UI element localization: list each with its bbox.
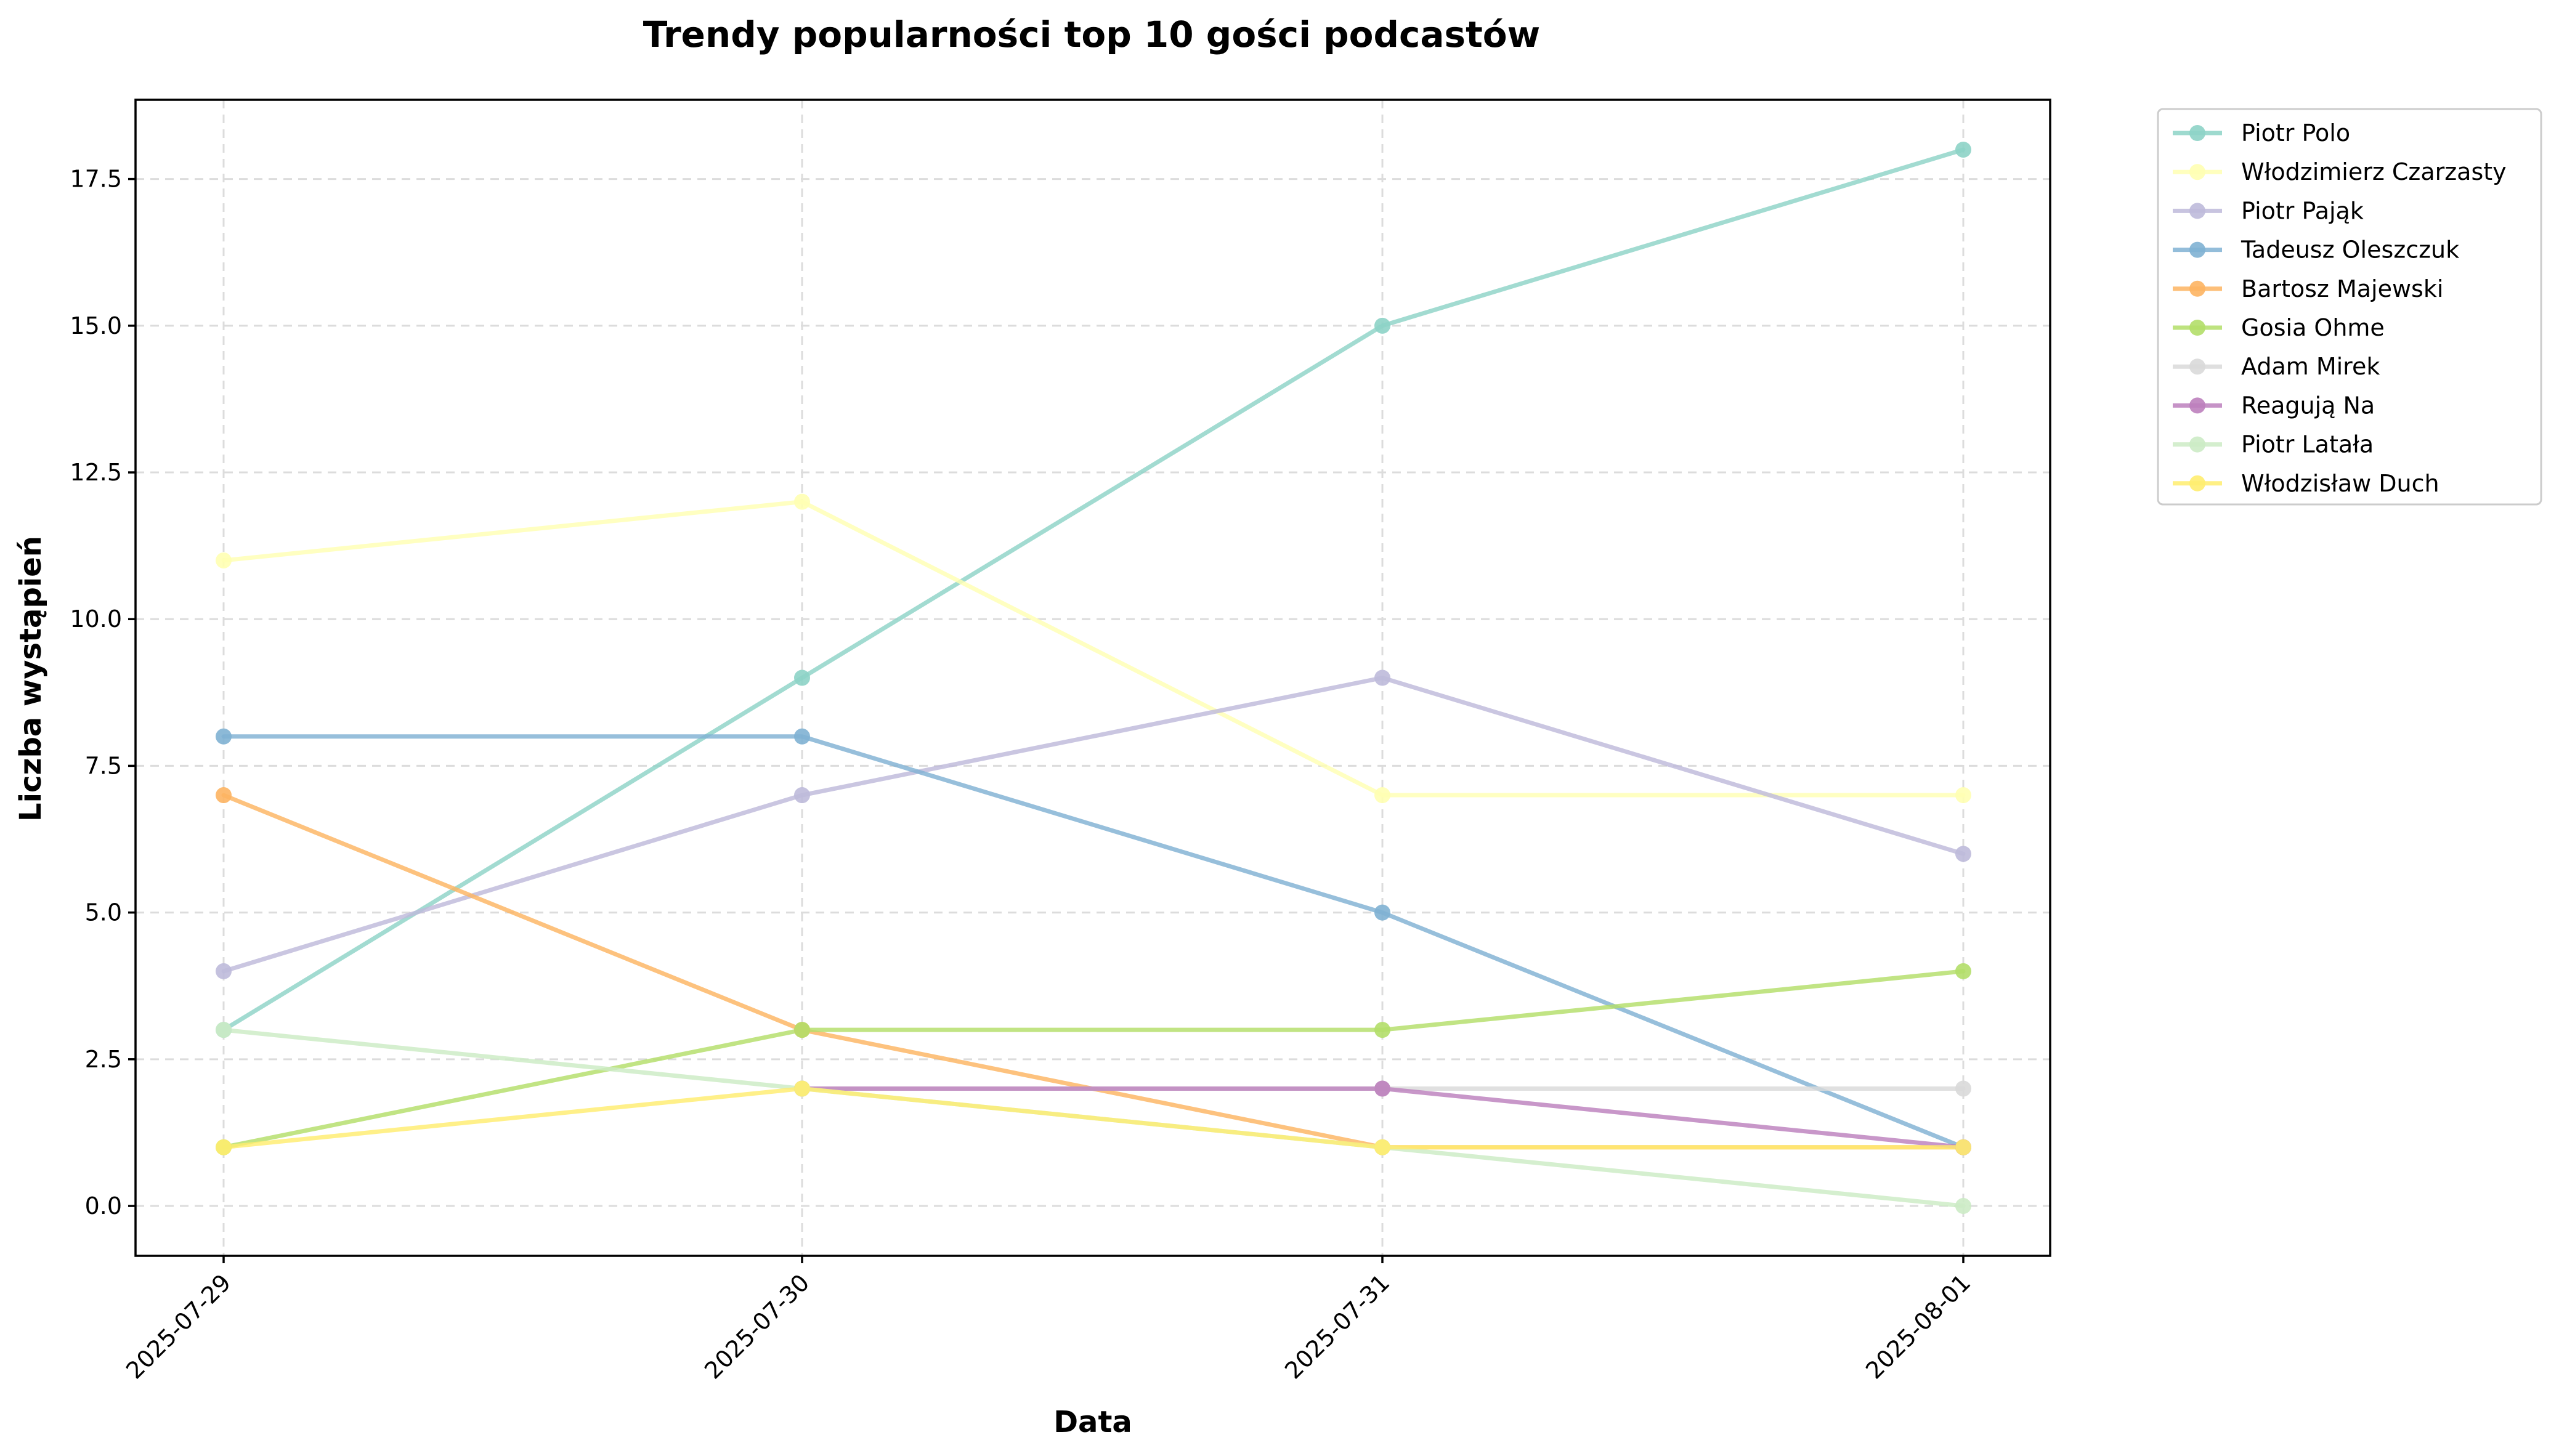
chart-title: Trendy popularności top 10 gości podcast… [643, 14, 1540, 55]
series-line [221, 969, 1966, 1150]
y-tick-label: 2.5 [85, 1046, 122, 1073]
legend-label: Gosia Ohme [2241, 314, 2385, 341]
data-point [1374, 787, 1390, 804]
x-tick-label: 2025-07-30 [699, 1269, 814, 1384]
y-axis-label: Liczba wystąpień [14, 536, 48, 822]
y-tick-label: 15.0 [70, 312, 122, 339]
legend-swatch-marker [2189, 397, 2205, 414]
data-point [1955, 1198, 1971, 1215]
x-tick-label: 2025-07-29 [121, 1269, 236, 1384]
data-point [794, 669, 810, 686]
legend-swatch-marker [2189, 203, 2205, 219]
legend-label: Włodzimierz Czarzasty [2241, 158, 2507, 185]
data-point [216, 787, 232, 804]
data-point [1955, 963, 1971, 979]
plot-frame [134, 99, 2051, 1257]
legend-label: Włodzisław Duch [2241, 470, 2439, 497]
legend-item: Piotr Latała [2173, 431, 2374, 458]
y-tick-label: 5.0 [85, 899, 122, 926]
data-point [1374, 317, 1390, 334]
data-point [1374, 1080, 1390, 1097]
y-tick-label: 10.0 [70, 605, 122, 633]
data-point [1955, 846, 1971, 862]
legend: Piotr Polo Włodzimierz Czarzasty Piotr Paj… [2157, 108, 2542, 506]
legend-item: Włodzisław Duch [2173, 470, 2439, 497]
legend-item: Gosia Ohme [2173, 314, 2385, 341]
legend-swatch-marker [2189, 125, 2205, 141]
legend-swatch-marker [2189, 164, 2205, 180]
legend-swatch-marker [2189, 436, 2205, 453]
data-point [794, 1080, 810, 1097]
legend-item: Adam Mirek [2173, 353, 2380, 380]
data-point [794, 728, 810, 745]
legend-item: Piotr Pająk [2173, 197, 2364, 224]
data-point [216, 1022, 232, 1038]
series-lines [221, 147, 1966, 1208]
legend-label: Tadeusz Oleszczuk [2241, 237, 2459, 264]
series-line [221, 734, 1966, 1150]
series-line [221, 499, 1966, 798]
legend-label: Adam Mirek [2241, 353, 2380, 380]
legend-swatch-marker [2189, 320, 2205, 336]
legend-label: Piotr Latała [2241, 431, 2374, 458]
data-point [1374, 1139, 1390, 1155]
data-point [794, 787, 810, 804]
data-point [1955, 141, 1971, 158]
series-points [216, 141, 1971, 1215]
legend-item: Bartosz Majewski [2173, 275, 2443, 302]
data-point [1955, 787, 1971, 804]
legend-label: Bartosz Majewski [2241, 275, 2443, 302]
y-tick-label: 0.0 [85, 1192, 122, 1219]
y-tick-label: 7.5 [85, 752, 122, 779]
series-line [221, 147, 1966, 1032]
data-point [216, 728, 232, 745]
series-line [221, 676, 1966, 974]
x-axis-label: Data [1053, 1405, 1132, 1439]
data-point [1955, 1080, 1971, 1097]
legend-swatch-marker [2189, 358, 2205, 375]
y-tick-label: 12.5 [70, 459, 122, 486]
legend-item: Tadeusz Oleszczuk [2173, 237, 2459, 264]
legend-swatch-marker [2189, 241, 2205, 258]
legend-item: Reagują Na [2173, 392, 2375, 419]
legend-frame [2157, 108, 2542, 506]
legend-item: Włodzimierz Czarzasty [2173, 158, 2507, 185]
legend-swatch-marker [2189, 280, 2205, 297]
data-point [794, 1022, 810, 1038]
legend-label: Reagują Na [2241, 392, 2375, 419]
y-axis: 0.0 2.5 5.0 7.5 10.0 12.5 15.0 17.5 [70, 166, 136, 1219]
data-point [216, 1139, 232, 1155]
y-tick-label: 17.5 [70, 166, 122, 193]
x-tick-label: 2025-08-01 [1860, 1269, 1976, 1384]
data-point [794, 493, 810, 510]
legend-swatch-marker [2189, 475, 2205, 491]
x-axis: 2025-07-29 2025-07-30 2025-07-31 2025-08-01 [121, 1256, 1976, 1385]
series-line [221, 1086, 1966, 1150]
data-point [1374, 904, 1390, 921]
legend-item: Piotr Polo [2173, 119, 2350, 147]
legend-label: Piotr Polo [2241, 119, 2350, 147]
data-point [216, 963, 232, 979]
data-point [216, 552, 232, 568]
legend-label: Piotr Pająk [2241, 197, 2364, 224]
data-point [1374, 1022, 1390, 1038]
grid [136, 100, 2050, 1256]
data-point [1374, 669, 1390, 686]
x-tick-label: 2025-07-31 [1280, 1269, 1395, 1384]
data-point [1955, 1139, 1971, 1155]
